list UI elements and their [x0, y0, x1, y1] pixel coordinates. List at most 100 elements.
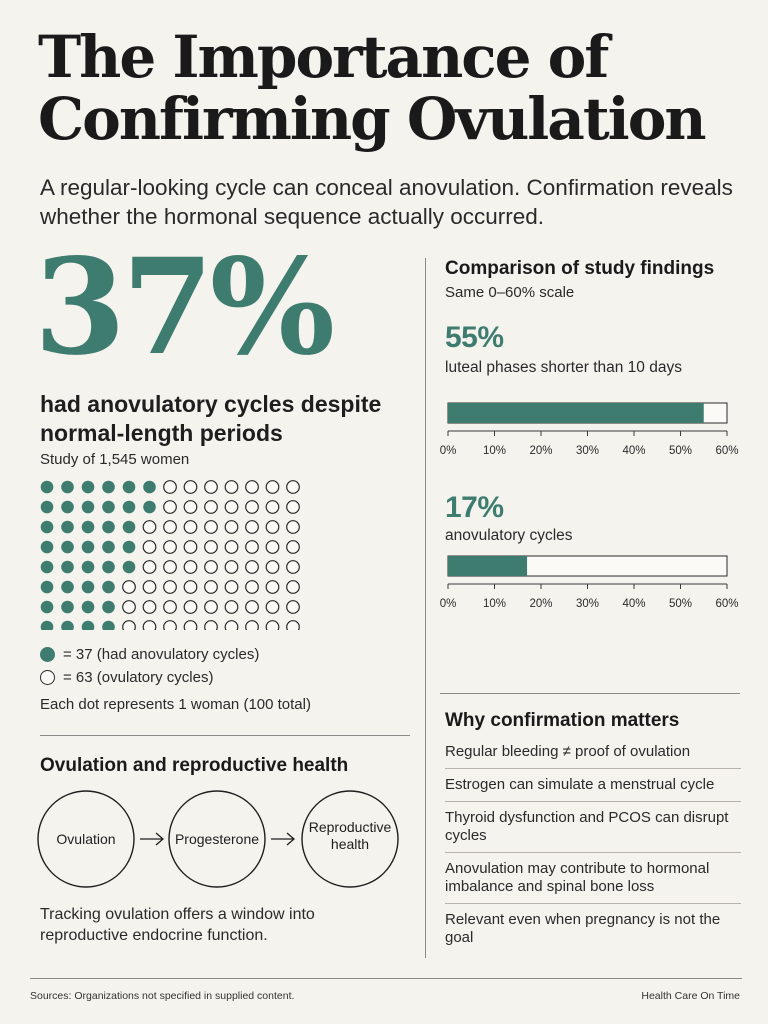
left-section-divider: [40, 735, 410, 736]
dot-empty: [204, 580, 218, 594]
column-divider: [425, 258, 426, 958]
dot-empty: [224, 520, 239, 534]
dot-filled: [61, 560, 74, 574]
x-tick-label: 50%: [669, 445, 692, 457]
bar-chart-anovulatory: 0% 10% 20% 30% 40% 50% 60%: [440, 555, 739, 610]
dot-filled: [40, 560, 54, 574]
why-item: Relevant even when pregnancy is not the …: [445, 911, 721, 946]
flow-diagram: Ovulation Progesterone Reproductive healt…: [37, 790, 399, 888]
dot-filled: [102, 520, 115, 534]
bar2-stat: 17%: [445, 491, 504, 524]
dot-filled: [102, 500, 115, 514]
dot-empty: [183, 560, 198, 574]
dot-empty: [204, 480, 218, 494]
comparison-title: Comparison of study findings: [445, 258, 715, 279]
dot-empty: [224, 480, 239, 494]
dot-empty: [163, 500, 177, 514]
dot-empty: [224, 620, 239, 630]
dot-filled: [40, 520, 54, 534]
dot-empty: [286, 620, 300, 630]
dot-empty: [286, 580, 300, 594]
dot-filled: [102, 600, 115, 614]
dot-empty: [122, 600, 136, 614]
flow-step-reproductive-health: Reproductive health: [309, 819, 392, 852]
dot-empty: [163, 600, 177, 614]
dot-filled: [40, 500, 54, 514]
why-item: Thyroid dysfunction and PCOS can disrupt…: [445, 802, 741, 853]
dot-empty: [265, 540, 280, 554]
dot-filled: [122, 480, 136, 494]
dot-filled: [61, 600, 74, 614]
flow-arrow-1-icon: [140, 832, 164, 846]
x-tick-label: 30%: [576, 445, 599, 457]
dot-empty: [163, 520, 177, 534]
right-section-divider: [440, 693, 740, 694]
dot-filled: [61, 540, 74, 554]
x-tick-label: 60%: [715, 598, 738, 610]
dot-empty: [265, 600, 280, 614]
dot-empty: [163, 480, 177, 494]
dot-matrix-chart: [40, 480, 300, 630]
study-note: Study of 1,545 women: [40, 451, 190, 468]
bar-fill: [448, 403, 704, 423]
dot-empty: [163, 580, 177, 594]
flow-circle-progesterone: [168, 790, 266, 888]
dot-filled: [102, 480, 115, 494]
dot-filled: [81, 560, 95, 574]
x-tick-label: 0%: [440, 598, 457, 610]
dot-empty: [286, 520, 300, 534]
dot-empty: [245, 580, 259, 594]
legend-filled-label: = 37 (had anovulatory cycles): [63, 646, 260, 663]
dot-empty: [224, 600, 239, 614]
legend-empty: = 63 (ovulatory cycles): [40, 669, 213, 686]
dot-empty: [245, 560, 259, 574]
why-item: Anovulation may contribute to hormonal i…: [445, 853, 741, 904]
bar2-label: anovulatory cycles: [445, 527, 573, 544]
dot-filled: [40, 540, 54, 554]
dot-filled: [40, 600, 54, 614]
dot-empty: [142, 600, 157, 614]
dot-filled: [143, 480, 156, 494]
dot-empty: [245, 500, 259, 514]
dot-empty: [122, 580, 136, 594]
dot-empty: [142, 620, 157, 630]
flow-circle-reproductive-health: [301, 790, 399, 888]
page-title: The Importance of Confirming Ovulation: [38, 23, 707, 153]
dot-empty: [204, 520, 218, 534]
legend-empty-label: = 63 (ovulatory cycles): [63, 669, 214, 686]
x-tick-label: 0%: [440, 445, 457, 457]
bar-chart-luteal: 0% 10% 20% 30% 40% 50% 60%: [440, 402, 739, 457]
dot-empty: [245, 600, 259, 614]
headline-stat-value: 37%: [34, 230, 335, 385]
dot-empty: [142, 540, 157, 554]
x-tick-label: 50%: [669, 598, 692, 610]
dot-filled: [81, 500, 95, 514]
flow-step-progesterone: Progesterone: [175, 831, 259, 847]
why-item: Estrogen can simulate a menstrual cycle: [445, 769, 741, 802]
dot-empty: [286, 560, 300, 574]
x-tick-label: 40%: [622, 445, 645, 457]
dot-filled: [61, 580, 74, 594]
dot-filled: [81, 520, 95, 534]
comparison-subtitle: Same 0–60% scale: [445, 284, 575, 301]
legend-filled: = 37 (had anovulatory cycles): [40, 646, 259, 663]
bar1-label: luteal phases shorter than 10 days: [445, 359, 682, 376]
dot-note: Each dot represents 1 woman (100 total): [40, 696, 311, 713]
filled-dot-icon: [40, 647, 55, 662]
dot-empty: [183, 600, 198, 614]
why-list: Regular bleeding ≠ proof of ovulation Es…: [445, 736, 741, 954]
headline-stat-description: had anovulatory cycles despite normal-le…: [40, 391, 382, 446]
dot-filled: [102, 540, 115, 554]
dot-empty: [224, 500, 239, 514]
dot-empty: [183, 540, 198, 554]
dot-empty: [265, 560, 280, 574]
dot-empty: [204, 620, 218, 630]
dot-filled: [81, 580, 95, 594]
footer-brand: Health Care On Time: [641, 990, 740, 1002]
why-title: Why confirmation matters: [445, 710, 680, 731]
dot-filled: [61, 500, 74, 514]
bar1-stat: 55%: [445, 321, 504, 354]
dot-empty: [183, 480, 198, 494]
flow-arrow-2-icon: [271, 832, 295, 846]
dot-empty: [224, 580, 239, 594]
